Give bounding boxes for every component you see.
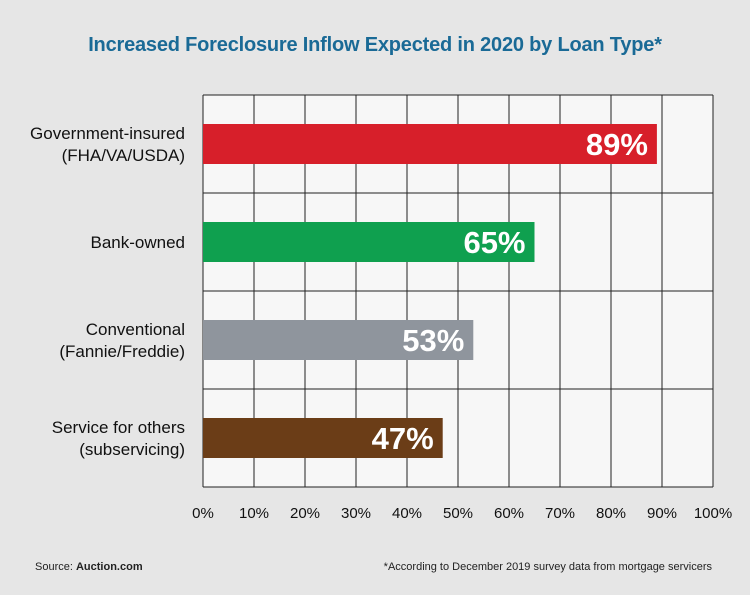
- x-tick-label: 40%: [392, 505, 422, 522]
- bar: [203, 320, 474, 360]
- x-tick-label: 50%: [443, 505, 473, 522]
- bar: [203, 124, 657, 164]
- x-tick-label: 100%: [694, 505, 732, 522]
- x-tick-label: 0%: [192, 505, 214, 522]
- bar-value-label: 47%: [372, 421, 434, 456]
- bar: [203, 418, 443, 458]
- source-value: Auction.com: [75, 561, 143, 573]
- bar-value-label: 89%: [586, 127, 648, 162]
- x-tick-label: 30%: [341, 505, 371, 522]
- category-label: Conventional: [86, 320, 185, 339]
- bar: [203, 222, 535, 262]
- source-label: Source:: [35, 561, 73, 573]
- category-label: (FHA/VA/USDA): [62, 146, 185, 165]
- x-tick-label: 20%: [290, 505, 320, 522]
- bar-value-label: 65%: [463, 225, 525, 260]
- source-credit: Source: Auction.com: [35, 561, 143, 573]
- category-label: (Fannie/Freddie): [59, 342, 185, 361]
- category-label: Government-insured: [30, 124, 185, 143]
- chart-title: Increased Foreclosure Inflow Expected in…: [88, 34, 662, 56]
- x-tick-label: 90%: [647, 505, 677, 522]
- category-label: (subservicing): [79, 440, 185, 459]
- x-tick-label: 80%: [596, 505, 626, 522]
- bar-value-label: 53%: [402, 323, 464, 358]
- category-label: Bank-owned: [90, 233, 185, 252]
- x-tick-label: 60%: [494, 505, 524, 522]
- category-label: Service for others: [52, 418, 185, 437]
- footnote: *According to December 2019 survey data …: [383, 561, 712, 573]
- x-tick-label: 70%: [545, 505, 575, 522]
- x-tick-label: 10%: [239, 505, 269, 522]
